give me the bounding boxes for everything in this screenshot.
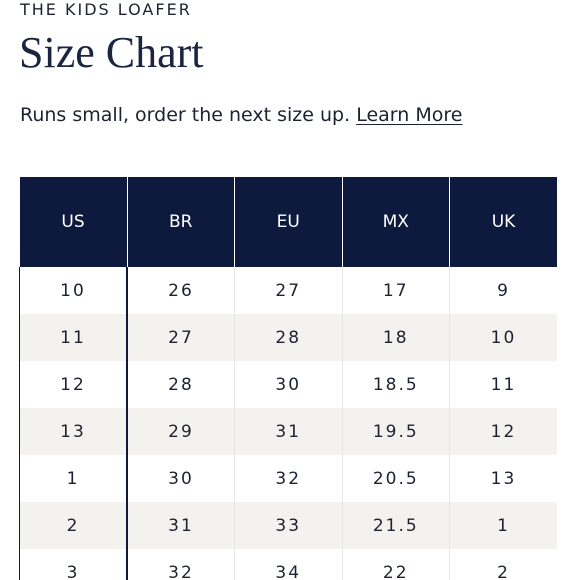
table-row: 10 26 27 17 9: [19, 267, 557, 314]
table-cell: 28: [234, 314, 342, 361]
fit-note: Runs small, order the next size up. Lear…: [20, 102, 462, 128]
table-cell: 18.5: [341, 361, 450, 408]
table-cell: 33: [234, 502, 342, 549]
table-cell: 32: [234, 455, 342, 502]
table-row: 12 28 30 18.5 11: [19, 361, 557, 408]
page-title: Size Chart: [19, 28, 204, 77]
table-cell: 10: [19, 267, 127, 314]
table-cell: 2: [19, 502, 127, 549]
table-cell: 26: [126, 267, 235, 314]
column-header-eu: EU: [234, 177, 342, 267]
table-row: 13 29 31 19.5 12: [19, 408, 557, 455]
table-cell: 30: [234, 361, 342, 408]
fit-note-text: Runs small, order the next size up.: [20, 104, 351, 126]
table-cell: 27: [126, 314, 235, 361]
table-cell: 31: [126, 502, 235, 549]
table-cell: 2: [449, 549, 557, 580]
column-header-mx: MX: [341, 177, 450, 267]
table-cell: 1: [19, 455, 127, 502]
table-cell: 12: [19, 361, 127, 408]
table-row: 1 30 32 20.5 13: [19, 455, 557, 502]
table-cell: 22: [341, 549, 450, 580]
table-cell: 31: [234, 408, 342, 455]
table-cell: 9: [449, 267, 557, 314]
table-cell: 17: [341, 267, 450, 314]
table-row: 3 32 34 22 2: [19, 549, 557, 580]
column-header-us: US: [19, 177, 127, 267]
table-cell: 13: [19, 408, 127, 455]
table-cell: 28: [126, 361, 235, 408]
product-name: THE KIDS LOAFER: [20, 0, 192, 19]
table-row: 2 31 33 21.5 1: [19, 502, 557, 549]
learn-more-link[interactable]: Learn More: [356, 104, 463, 126]
table-cell: 29: [126, 408, 235, 455]
table-cell: 12: [449, 408, 557, 455]
table-cell: 11: [449, 361, 557, 408]
table-cell: 19.5: [341, 408, 450, 455]
table-header-row: US BR EU MX UK: [19, 177, 557, 267]
table-cell: 10: [449, 314, 557, 361]
table-row: 11 27 28 18 10: [19, 314, 557, 361]
table-cell: 21.5: [341, 502, 450, 549]
table-cell: 30: [126, 455, 235, 502]
table-cell: 32: [126, 549, 235, 580]
table-cell: 3: [19, 549, 127, 580]
table-cell: 20.5: [341, 455, 450, 502]
table-cell: 1: [449, 502, 557, 549]
table-cell: 13: [449, 455, 557, 502]
table-cell: 27: [234, 267, 342, 314]
column-header-uk: UK: [449, 177, 557, 267]
size-chart-table: US BR EU MX UK 10 26 27 17 9 11 27 28 18…: [19, 177, 557, 580]
table-cell: 18: [341, 314, 450, 361]
table-cell: 11: [19, 314, 127, 361]
column-header-br: BR: [126, 177, 235, 267]
table-cell: 34: [234, 549, 342, 580]
